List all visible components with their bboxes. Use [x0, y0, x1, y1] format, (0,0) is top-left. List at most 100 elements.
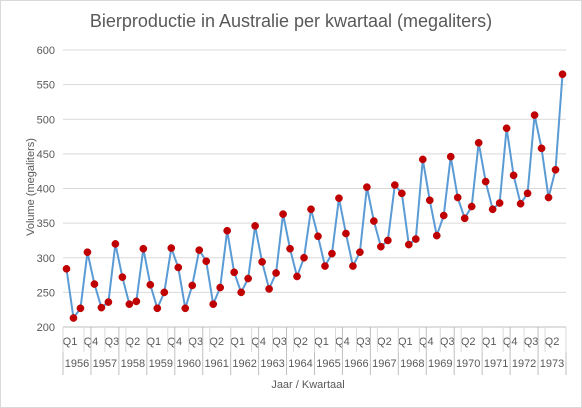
data-point	[328, 249, 336, 258]
data-point	[411, 235, 420, 243]
x-tick-label-year: 1969	[428, 358, 452, 370]
x-tick-label-year: 1971	[484, 358, 508, 370]
y-axis: 200 250 300 350 400 450 500 550 600	[37, 45, 55, 334]
data-point	[265, 285, 273, 293]
data-point	[390, 181, 399, 189]
data-point	[132, 297, 141, 306]
data-point	[76, 304, 85, 313]
data-point	[90, 280, 99, 288]
y-tick-label: 350	[37, 218, 55, 230]
x-tick-label-quarter: Q1	[482, 336, 497, 348]
data-point	[300, 253, 308, 262]
x-axis: Q1 Q4 Q3 Q2 Q1 Q4 Q3 Q2 Q1 Q4 Q3 Q2 Q1 Q4 Q3 Q2 Q1 Q4 Q3 Q2…	[62, 326, 567, 375]
data-point	[481, 177, 490, 186]
x-tick-label-year: 1964	[288, 358, 312, 370]
x-tick-label-year: 1973	[540, 358, 564, 370]
data-point	[111, 240, 120, 248]
data-point	[551, 165, 560, 174]
x-tick-label-quarter: Q3	[524, 336, 539, 348]
y-tick-label: 400	[37, 184, 55, 196]
data-point	[439, 211, 448, 220]
data-point	[467, 202, 476, 211]
data-point	[474, 138, 483, 147]
x-tick-label-year: 1956	[65, 358, 89, 370]
series-beer-production	[62, 70, 567, 322]
x-tick-label-quarter: Q1	[63, 336, 78, 348]
x-tick-label-year: 1961	[204, 358, 228, 370]
data-point	[356, 248, 364, 257]
x-tick-label-quarter: Q3	[356, 336, 371, 348]
data-point	[146, 280, 155, 289]
data-point	[230, 268, 239, 277]
data-point	[97, 303, 106, 312]
data-point	[370, 217, 378, 225]
data-point	[104, 298, 113, 306]
data-point	[160, 288, 169, 297]
data-point	[377, 242, 385, 251]
data-point	[418, 155, 427, 164]
data-point	[223, 226, 232, 235]
data-point	[502, 124, 511, 133]
x-tick-label-quarter: Q1	[230, 336, 245, 348]
data-point	[321, 262, 329, 270]
data-point	[293, 272, 301, 281]
data-point	[174, 263, 183, 272]
x-tick-label-year: 1967	[372, 358, 396, 370]
x-tick-label-year: 1965	[316, 358, 340, 370]
x-tick-label-year: 1960	[177, 358, 201, 370]
x-tick-label-quarter: Q1	[398, 336, 413, 348]
x-tick-label-quarter: Q3	[105, 336, 120, 348]
data-point	[167, 244, 176, 252]
y-tick-label: 550	[37, 80, 55, 92]
data-point	[363, 183, 371, 191]
chart-title: Bierproductie in Australie per kwartaal …	[90, 11, 492, 31]
x-tick-label-quarter: Q2	[209, 336, 224, 348]
data-point	[446, 152, 455, 161]
x-tick-label-quarter: Q2	[293, 336, 308, 348]
series-line	[65, 74, 564, 319]
x-tick-label-year: 1966	[344, 358, 368, 370]
data-point	[342, 229, 350, 238]
y-tick-label: 300	[37, 253, 55, 265]
data-point	[258, 258, 266, 266]
x-tick-label-year: 1957	[93, 358, 117, 370]
data-point	[237, 288, 245, 297]
y-tick-label: 200	[37, 322, 55, 334]
data-point	[279, 210, 287, 218]
data-point	[397, 189, 406, 198]
data-point	[125, 300, 134, 308]
data-point	[509, 171, 518, 180]
data-point	[181, 304, 190, 313]
y-tick-label: 600	[37, 45, 55, 57]
data-point	[286, 244, 294, 253]
x-tick-label-quarter: Q3	[272, 336, 287, 348]
x-tick-label-quarter: Q3	[188, 336, 203, 348]
data-point	[488, 205, 497, 214]
x-tick-label-quarter: Q2	[461, 336, 476, 348]
data-point	[516, 199, 525, 208]
data-point	[195, 246, 204, 254]
x-tick-label-quarter: Q2	[545, 336, 560, 348]
y-tick-label: 450	[37, 149, 55, 161]
data-point	[404, 240, 413, 249]
data-point	[153, 304, 162, 313]
data-point	[314, 232, 322, 241]
x-tick-label-year: 1959	[149, 358, 173, 370]
data-point	[244, 274, 252, 283]
data-point	[69, 314, 78, 322]
x-tick-label-quarter: Q1	[314, 336, 329, 348]
data-point	[425, 196, 434, 205]
data-point	[558, 70, 567, 79]
data-point	[544, 193, 553, 202]
x-tick-label-quarter: Q2	[126, 336, 141, 348]
x-tick-label-quarter: Q3	[440, 336, 455, 348]
data-point	[349, 262, 357, 270]
y-tick-label: 250	[37, 287, 55, 299]
y-tick-label: 500	[37, 114, 55, 126]
data-point	[139, 244, 148, 253]
data-point	[384, 236, 392, 245]
data-point	[188, 281, 197, 290]
data-point	[460, 214, 469, 223]
x-tick-label-year: 1958	[121, 358, 145, 370]
